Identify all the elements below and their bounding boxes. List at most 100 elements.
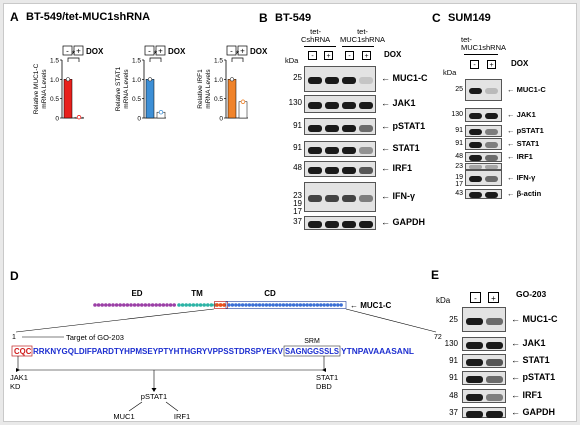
tm-residue	[191, 303, 196, 307]
ed-residue	[129, 303, 133, 307]
ed-residue	[172, 303, 176, 307]
blot-label: ← β-actin	[507, 189, 542, 198]
cqc-residue	[222, 303, 227, 307]
band	[466, 376, 483, 383]
bar	[63, 79, 73, 119]
cd-residue	[271, 303, 275, 307]
pathway-line	[165, 401, 179, 412]
blot-strip	[304, 216, 376, 230]
kda-marker: 91	[293, 143, 302, 152]
cd-residue	[312, 303, 316, 307]
band	[342, 167, 356, 174]
band	[486, 342, 503, 349]
band	[485, 88, 498, 94]
expansion-line	[345, 308, 437, 333]
cd-residue	[325, 303, 330, 307]
kda-marker: 48	[293, 163, 302, 172]
y-tick-label: 0	[55, 116, 59, 123]
kda-marker: 19 17	[455, 174, 463, 188]
band	[342, 102, 356, 109]
jak1-kd-label: KD	[10, 382, 21, 391]
dox-label: DOX	[250, 47, 268, 56]
dox-sign: -	[66, 47, 69, 56]
label-cd: CD	[264, 289, 276, 298]
dox-sign: +	[76, 47, 81, 56]
ed-residue	[104, 303, 108, 307]
data-point	[76, 115, 82, 120]
cd-residue	[230, 303, 235, 307]
cd-box	[225, 301, 347, 309]
blot-label: ← STAT1	[381, 143, 420, 153]
dox-sign: +	[324, 51, 333, 60]
kda-marker: 37	[293, 217, 302, 226]
expansion-line	[15, 308, 215, 333]
panel-b-dox-label: DOX	[384, 50, 402, 59]
dox-sign: -	[308, 51, 317, 60]
protein-label: ← MUC1-C	[350, 301, 392, 310]
tm-residue	[198, 303, 203, 307]
panel-c-title: SUM149	[448, 12, 491, 24]
position-start: 1	[12, 334, 16, 341]
bar	[227, 79, 237, 119]
panel-e-letter: E	[431, 268, 440, 282]
band	[466, 342, 483, 349]
sequence-main: RRKNYGQLDIFPARDTYHPMSEYPTYHTHGRYVPPSSTDR…	[33, 347, 284, 356]
y-axis-label: mRNA Levels	[123, 69, 130, 109]
blot-label: ← JAK1	[511, 338, 546, 348]
band	[359, 77, 373, 84]
kda-marker: 91	[455, 127, 463, 134]
blot-strip	[462, 371, 506, 385]
blot-label: ← MUC1-C	[511, 313, 558, 324]
ed-residue	[107, 303, 112, 307]
band	[466, 410, 483, 418]
tm-residue	[209, 303, 214, 307]
y-tick-label: 1.5	[132, 58, 141, 65]
blot-label: ← STAT1	[511, 355, 550, 365]
cd-residue	[319, 303, 323, 307]
muc1-target-label: MUC1	[113, 412, 134, 421]
blot-label: ← GAPDH	[511, 406, 556, 417]
group-underline	[304, 46, 336, 47]
tm-residue	[188, 303, 192, 307]
significance-star: *	[236, 49, 240, 59]
band	[342, 124, 356, 132]
tm-residue	[180, 303, 185, 307]
blot-label: ← MUC1-C	[507, 85, 546, 94]
blot-label: ← IRF1	[507, 152, 533, 161]
dox-sign: -	[345, 51, 354, 60]
cd-residue	[322, 303, 326, 307]
stat1-dbd-label: STAT1	[316, 373, 338, 382]
blot-strip	[465, 170, 502, 186]
kda-marker: 130	[288, 98, 302, 107]
blot-label: ← JAK1	[507, 110, 536, 119]
dox-sign: +	[240, 47, 245, 56]
y-tick-label: 0	[137, 116, 141, 123]
sequence-srm: SAGNGGSSLS	[285, 347, 339, 356]
stat1-dbd-label: DBD	[316, 382, 332, 391]
cd-residue	[291, 303, 296, 307]
cd-residue	[295, 303, 299, 307]
panel-b-kda-label: kDa	[285, 56, 299, 65]
blot-label: ← pSTAT1	[381, 120, 426, 131]
band	[486, 376, 503, 383]
band	[359, 167, 373, 174]
band	[485, 176, 498, 182]
blot-label: ← pSTAT1	[507, 126, 544, 135]
ed-residue	[93, 303, 97, 307]
ed-residue	[118, 303, 122, 307]
cd-residue	[305, 303, 309, 307]
cqc-residue	[215, 303, 219, 307]
y-tick-label: 1.5	[50, 58, 59, 65]
blot-strip	[304, 95, 376, 113]
blot-strip	[465, 163, 502, 170]
cd-residue	[251, 303, 255, 307]
blot-strip	[304, 118, 376, 135]
ed-residue	[165, 303, 169, 307]
panel-b-group-control: tet- CshRNA	[301, 27, 331, 44]
band	[342, 195, 356, 202]
kda-marker: 130	[451, 111, 463, 118]
dox-sign: +	[158, 47, 163, 56]
blot-strip	[465, 79, 502, 101]
cd-residue	[285, 303, 289, 307]
